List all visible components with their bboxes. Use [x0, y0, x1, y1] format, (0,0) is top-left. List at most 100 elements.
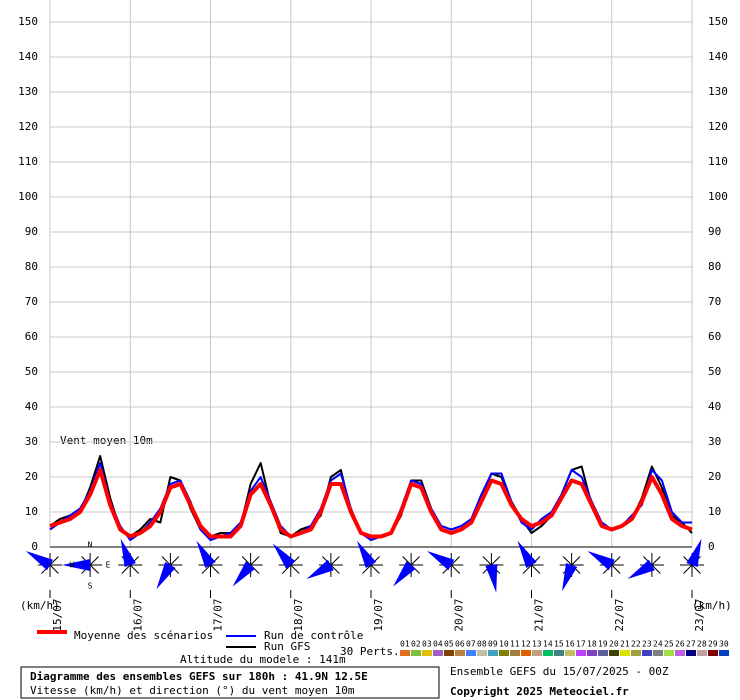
compass-ray	[121, 564, 131, 574]
y-tick-label-right: 60	[708, 330, 721, 343]
legend-label: Run GFS	[264, 640, 310, 653]
compass-ray	[241, 556, 251, 566]
box-title: Diagramme des ensembles GEFS sur 180h : …	[30, 670, 368, 683]
compass-ray	[170, 556, 180, 566]
perturbation-label: 16	[565, 640, 575, 649]
wind-arrow	[196, 540, 216, 568]
perturbation-swatch	[433, 650, 443, 656]
y-tick-label-right: 150	[708, 15, 728, 28]
chart-title: Vent moyen 10m	[60, 434, 153, 447]
perturbation-label: 23	[642, 640, 652, 649]
y-tick-label: 100	[18, 190, 38, 203]
perturbation-swatch	[686, 650, 696, 656]
y-tick-label: 110	[18, 155, 38, 168]
perturbation-label: 12	[521, 640, 531, 649]
y-tick-label-right: 20	[708, 470, 721, 483]
perturbation-label: 08	[477, 640, 487, 649]
y-tick-label: 70	[25, 295, 38, 308]
wind-arrow	[587, 551, 615, 571]
compass-ray	[450, 556, 461, 566]
x-tick-label: 15/07	[51, 598, 64, 631]
compass-ray	[89, 556, 99, 566]
y-tick-label: 50	[25, 365, 38, 378]
y-tick-label-right: 90	[708, 225, 721, 238]
perturbation-label: 07	[466, 640, 476, 649]
wind-arrow	[357, 540, 377, 568]
y-tick-label-right: 40	[708, 400, 721, 413]
y-tick-label-right: 110	[708, 155, 728, 168]
perturbation-swatch	[444, 650, 454, 656]
compass-ray	[683, 564, 693, 574]
compass-ray	[290, 564, 300, 574]
wind-arrow	[306, 559, 334, 579]
y-tick-label-right: 70	[708, 295, 721, 308]
y-tick-label: 60	[25, 330, 38, 343]
perturbation-swatch	[477, 650, 487, 656]
perturbation-swatch	[411, 650, 421, 656]
compass-ray	[370, 564, 380, 574]
legend-label: Moyenne des scénarios	[74, 629, 213, 642]
compass-ray	[330, 556, 340, 566]
altitude: Altitude du modele : 141m	[180, 653, 346, 666]
perturbation-label: 01	[400, 640, 410, 649]
compass-ray	[362, 564, 372, 574]
x-tick-label: 18/07	[292, 598, 305, 631]
perturbation-swatch	[697, 650, 707, 656]
perturbation-label: 21	[620, 640, 630, 649]
wind-arrow	[393, 561, 416, 587]
perturbation-swatch	[521, 650, 531, 656]
x-tick-label: 17/07	[212, 598, 225, 631]
perturbation-swatch	[499, 650, 509, 656]
wind-arrow	[62, 559, 91, 571]
y-tick-label: 150	[18, 15, 38, 28]
info-box	[20, 666, 440, 699]
perturbation-label: 13	[532, 640, 542, 649]
perturbation-label: 17	[576, 640, 586, 649]
wind-arrow	[517, 540, 537, 568]
y-tick-label-right: 50	[708, 365, 721, 378]
compass-letter: E	[106, 561, 111, 570]
wind-arrow	[272, 543, 296, 569]
y-tick-label: 30	[25, 435, 38, 448]
run-info: Ensemble GEFS du 15/07/2025 - 00Z	[450, 665, 669, 678]
perturbation-label: 15	[554, 640, 564, 649]
y-tick-label: 140	[18, 50, 38, 63]
x-tick-label: 22/07	[613, 598, 626, 631]
y-tick-label-right: 120	[708, 120, 728, 133]
compass-ray	[531, 564, 541, 574]
copyright: Copyright 2025 Meteociel.fr	[450, 685, 629, 698]
perturbation-label: 10	[499, 640, 509, 649]
y-unit-right: (km/h)	[692, 599, 732, 612]
compass-ray	[210, 564, 220, 574]
perturbation-swatch	[554, 650, 564, 656]
perturbation-swatch	[576, 650, 586, 656]
wind-arrow	[562, 562, 578, 592]
compass-ray	[49, 564, 59, 574]
wind-arrow	[627, 559, 655, 579]
compass-ray	[410, 556, 420, 566]
perturbation-label: 14	[543, 640, 553, 649]
perturbation-label: 18	[587, 640, 597, 649]
compass-ray	[562, 556, 572, 566]
wind-arrow	[120, 538, 136, 568]
perturbation-swatch	[510, 650, 520, 656]
perturbation-label: 09	[488, 640, 498, 649]
y-tick-label-right: 80	[708, 260, 721, 273]
y-tick-label: 40	[25, 400, 38, 413]
perturbation-swatch	[642, 650, 652, 656]
perturbation-swatch	[719, 650, 729, 656]
wind-arrow	[232, 561, 256, 587]
perturbation-swatch	[532, 650, 542, 656]
compass-letter: S	[88, 582, 93, 591]
legend-label: Run de contrôle	[264, 629, 363, 642]
perturbation-label: 20	[609, 640, 619, 649]
series-line	[49, 462, 692, 541]
perturbation-swatch	[708, 650, 718, 656]
compass-letter: W	[70, 561, 75, 570]
perturbation-swatch	[587, 650, 597, 656]
compass-letter: N	[88, 541, 93, 550]
wind-arrow	[25, 551, 53, 571]
perturbation-swatch	[664, 650, 674, 656]
y-tick-label-right: 10	[708, 505, 721, 518]
